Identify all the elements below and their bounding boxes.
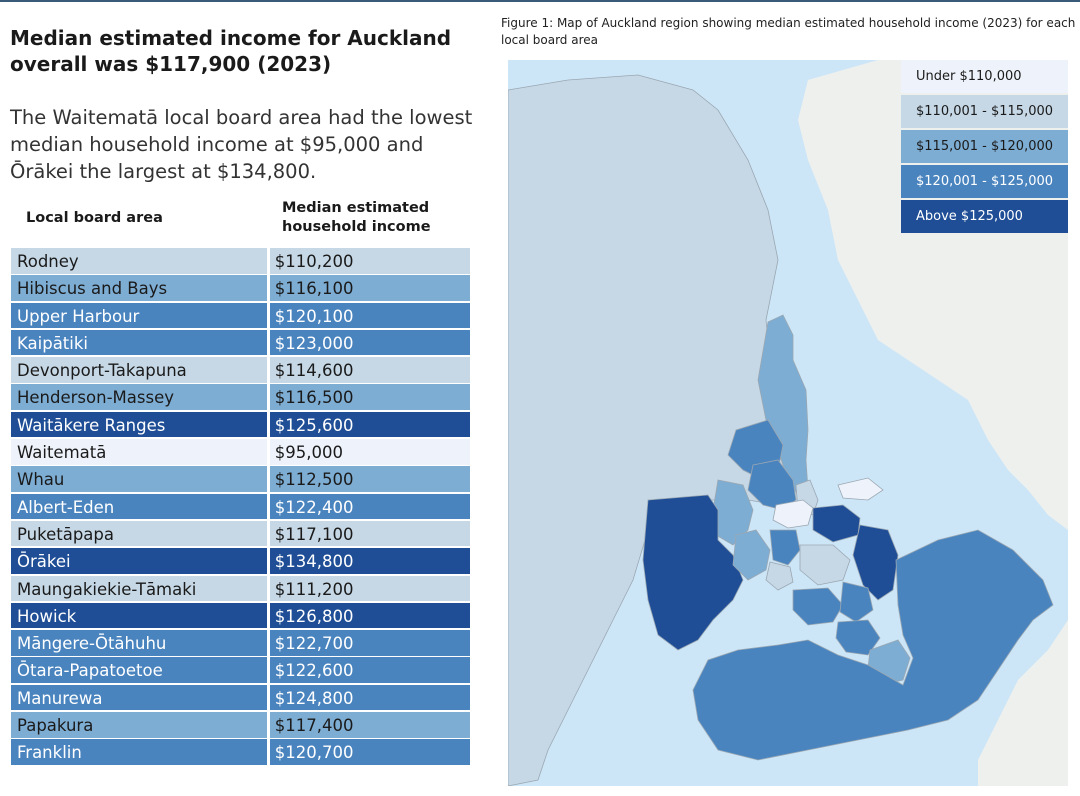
table-row: Papakura $117,400 [11, 712, 470, 738]
table-row: Devonport-Takapuna $114,600 [11, 357, 470, 383]
table-row: Maungakiekie-Tāmaki $111,200 [11, 575, 470, 602]
region-manurewa [835, 619, 881, 656]
income-cell: $120,100 [269, 302, 470, 329]
area-cell: Waitākere Ranges [11, 411, 267, 438]
legend-item: Above $125,000 [901, 200, 1068, 233]
area-cell: Ōrākei [11, 548, 267, 574]
region-maungakiekie-tamaki [799, 544, 851, 586]
table-row: Howick $126,800 [11, 602, 470, 629]
column-header-income: Median estimated household income [282, 200, 431, 235]
area-cell: Puketāpapa [11, 520, 267, 547]
table-row: Ōtara-Papatoetoe $122,600 [11, 657, 470, 683]
area-cell: Franklin [11, 739, 267, 765]
region-waitemata [772, 499, 814, 529]
area-cell: Upper Harbour [11, 302, 267, 329]
income-cell: $116,500 [269, 384, 470, 410]
legend-item: $115,001 - $120,000 [901, 130, 1068, 163]
area-cell: Manurewa [11, 684, 267, 711]
table-row: Franklin $120,700 [11, 739, 470, 765]
area-cell: Kaipātiki [11, 329, 267, 356]
area-cell: Māngere-Ōtāhuhu [11, 630, 267, 656]
table-row: Hibiscus and Bays $116,100 [11, 275, 470, 301]
map-legend: Under $110,000 $110,001 - $115,000 $115,00… [901, 60, 1068, 235]
table-row: Upper Harbour $120,100 [11, 302, 470, 329]
table-row: Ōrākei $134,800 [11, 548, 470, 574]
income-cell: $110,200 [269, 248, 470, 274]
legend-item: $120,001 - $125,000 [901, 165, 1068, 198]
top-rule [0, 0, 1080, 2]
table-row: Henderson-Massey $116,500 [11, 384, 470, 410]
headline: Median estimated income for Auckland ove… [10, 26, 452, 76]
land-waikato [978, 620, 1068, 786]
area-cell: Maungakiekie-Tāmaki [11, 575, 267, 602]
table-row: Waitākere Ranges $125,600 [11, 411, 470, 438]
income-cell: $95,000 [269, 439, 470, 465]
income-cell: $134,800 [269, 548, 470, 574]
region-puketapapa [765, 561, 794, 591]
income-cell: $120,700 [269, 739, 470, 765]
table-row: Albert-Eden $122,400 [11, 493, 470, 520]
income-cell: $124,800 [269, 684, 470, 711]
area-cell: Rodney [11, 248, 267, 274]
legend-item: Under $110,000 [901, 60, 1068, 93]
income-cell: $114,600 [269, 357, 470, 383]
income-cell: $125,600 [269, 411, 470, 438]
region-otara-papatoetoe [839, 581, 874, 623]
table-row: Waitematā $95,000 [11, 439, 470, 465]
table-row: Whau $112,500 [11, 466, 470, 492]
income-cell: $123,000 [269, 329, 470, 356]
region-howick [852, 524, 899, 601]
income-table: Rodney $110,200 Hibiscus and Bays $116,100 U… [11, 248, 470, 767]
region-waitakere-ranges [642, 494, 744, 651]
region-islands [837, 477, 884, 501]
income-cell: $112,500 [269, 466, 470, 492]
region-franklin [692, 529, 1054, 761]
area-cell: Devonport-Takapuna [11, 357, 267, 383]
income-cell: $122,700 [269, 630, 470, 656]
area-cell: Henderson-Massey [11, 384, 267, 410]
table-row: Puketāpapa $117,100 [11, 520, 470, 547]
region-whau [732, 529, 771, 581]
income-cell: $117,100 [269, 520, 470, 547]
income-cell: $111,200 [269, 575, 470, 602]
region-mangere-otahuhu [792, 587, 844, 626]
region-albert-eden [769, 529, 801, 566]
table-row: Māngere-Ōtāhuhu $122,700 [11, 630, 470, 656]
column-header-area: Local board area [26, 210, 163, 226]
income-cell: $122,600 [269, 657, 470, 683]
table-row: Manurewa $124,800 [11, 684, 470, 711]
subheadline: The Waitematā local board area had the l… [10, 106, 473, 183]
area-cell: Waitematā [11, 439, 267, 465]
area-cell: Papakura [11, 712, 267, 738]
area-cell: Hibiscus and Bays [11, 275, 267, 301]
table-row: Rodney $110,200 [11, 248, 470, 274]
area-cell: Whau [11, 466, 267, 492]
income-cell: $117,400 [269, 712, 470, 738]
figure-caption: Figure 1: Map of Auckland region showing… [501, 16, 1076, 47]
income-cell: $116,100 [269, 275, 470, 301]
area-cell: Ōtara-Papatoetoe [11, 657, 267, 683]
income-cell: $122,400 [269, 493, 470, 520]
area-cell: Albert-Eden [11, 493, 267, 520]
income-cell: $126,800 [269, 602, 470, 629]
area-cell: Howick [11, 602, 267, 629]
table-row: Kaipātiki $123,000 [11, 329, 470, 356]
legend-item: $110,001 - $115,000 [901, 95, 1068, 128]
